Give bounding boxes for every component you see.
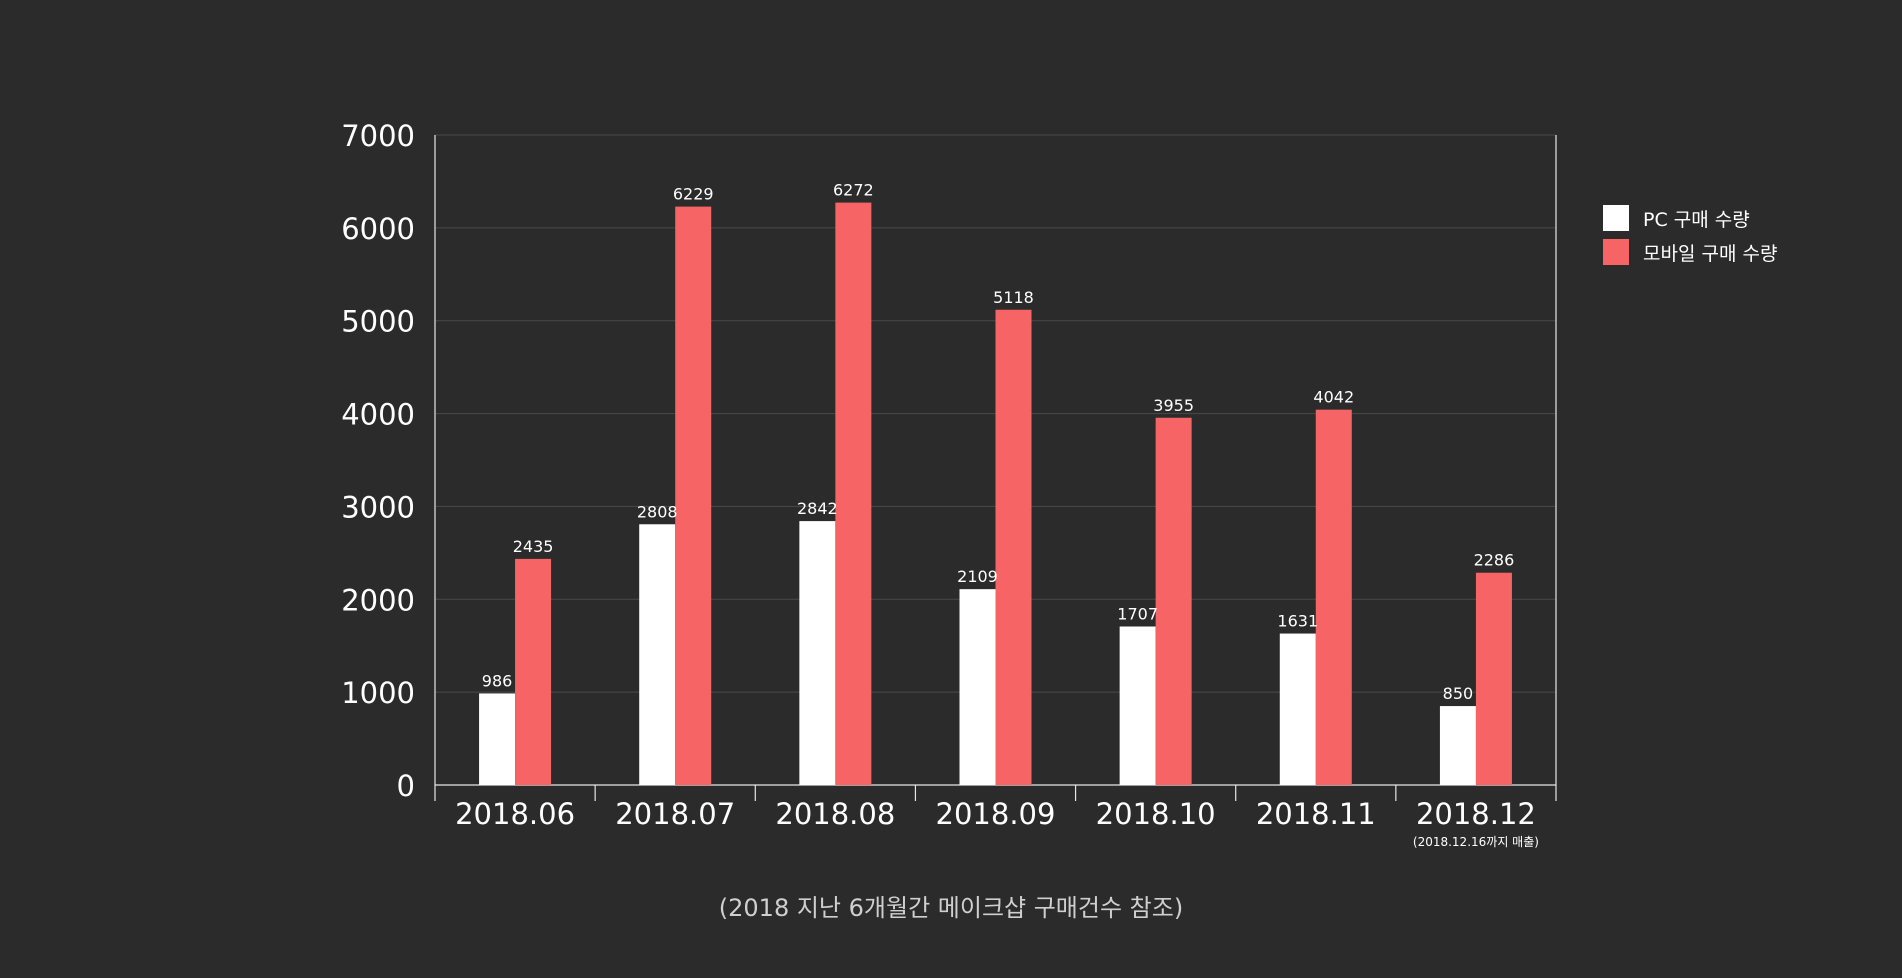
data-label-pc-2018.11: 1631: [1277, 612, 1318, 631]
legend-label-pc: PC 구매 수량: [1643, 208, 1750, 231]
data-label-mobile-2018.12: 2286: [1474, 551, 1515, 570]
data-label-mobile-2018.08: 6272: [833, 181, 874, 200]
bar-pc-2018.10: [1119, 626, 1156, 785]
y-tick-label-4000: 4000: [341, 398, 415, 432]
data-label-pc-2018.07: 2808: [637, 502, 678, 521]
y-tick-label-1000: 1000: [341, 676, 415, 710]
legend-swatch-pc: [1603, 205, 1629, 231]
x-tick-label-2018.06: 2018.06: [455, 797, 575, 831]
bar-mobile-2018.12: [1475, 572, 1512, 785]
y-tick-label-3000: 3000: [341, 490, 415, 524]
data-label-mobile-2018.06: 2435: [513, 537, 554, 556]
bar-pc-2018.12: [1439, 706, 1476, 785]
data-label-pc-2018.06: 986: [482, 671, 513, 690]
bar-mobile-2018.07: [675, 206, 712, 786]
y-tick-label-0: 0: [397, 769, 415, 803]
x-tick-note-2018.12: (2018.12.16까지 매출): [1413, 835, 1539, 849]
bar-mobile-2018.10: [1155, 417, 1192, 785]
axes: 0 1000 2000 3000 4000 5000 6000 7000 2018.06 2018…: [341, 119, 1557, 849]
legend-swatch-mobile: [1603, 239, 1629, 265]
data-label-pc-2018.12: 850: [1443, 684, 1474, 703]
y-tick-label-2000: 2000: [341, 583, 415, 617]
legend: PC 구매 수량 모바일 구매 수량: [1603, 205, 1777, 273]
y-tick-label-7000: 7000: [341, 119, 415, 153]
data-label-pc-2018.10: 1707: [1117, 604, 1158, 623]
data-labels: 986 2808 2842 2109 1707 1631 850 2435 6229 6272 51…: [482, 181, 1514, 703]
bar-pc-2018.09: [959, 589, 996, 785]
data-label-mobile-2018.07: 6229: [673, 185, 714, 204]
x-tick-label-2018.11: 2018.11: [1256, 797, 1376, 831]
legend-item-mobile: 모바일 구매 수량: [1603, 239, 1777, 265]
y-tick-label-5000: 5000: [341, 305, 415, 339]
bar-mobile-2018.08: [835, 202, 872, 786]
bar-mobile-2018.11: [1315, 409, 1352, 785]
bar-mobile-2018.09: [995, 309, 1032, 785]
bar-pc-2018.06: [479, 693, 516, 785]
x-tick-label-2018.12: 2018.12: [1416, 797, 1536, 831]
data-label-mobile-2018.11: 4042: [1313, 388, 1354, 407]
y-tick-label-6000: 6000: [341, 212, 415, 246]
data-label-pc-2018.09: 2109: [957, 567, 998, 586]
chart-caption: (2018 지난 6개월간 메이크샵 구매건수 참조): [718, 894, 1184, 922]
data-label-mobile-2018.09: 5118: [993, 288, 1034, 307]
x-tick-label-2018.07: 2018.07: [615, 797, 735, 831]
bar-pc-2018.08: [799, 521, 836, 785]
data-label-mobile-2018.10: 3955: [1153, 396, 1194, 415]
x-tick-label-2018.10: 2018.10: [1096, 797, 1216, 831]
bar-pc-2018.11: [1279, 633, 1316, 785]
x-tick-label-2018.08: 2018.08: [775, 797, 895, 831]
bars: [479, 202, 1512, 786]
bar-mobile-2018.06: [515, 558, 552, 785]
legend-label-mobile: 모바일 구매 수량: [1643, 242, 1778, 265]
legend-item-pc: PC 구매 수량: [1603, 205, 1777, 231]
data-label-pc-2018.08: 2842: [797, 499, 838, 518]
x-tick-label-2018.09: 2018.09: [936, 797, 1056, 831]
bar-pc-2018.07: [639, 524, 676, 785]
